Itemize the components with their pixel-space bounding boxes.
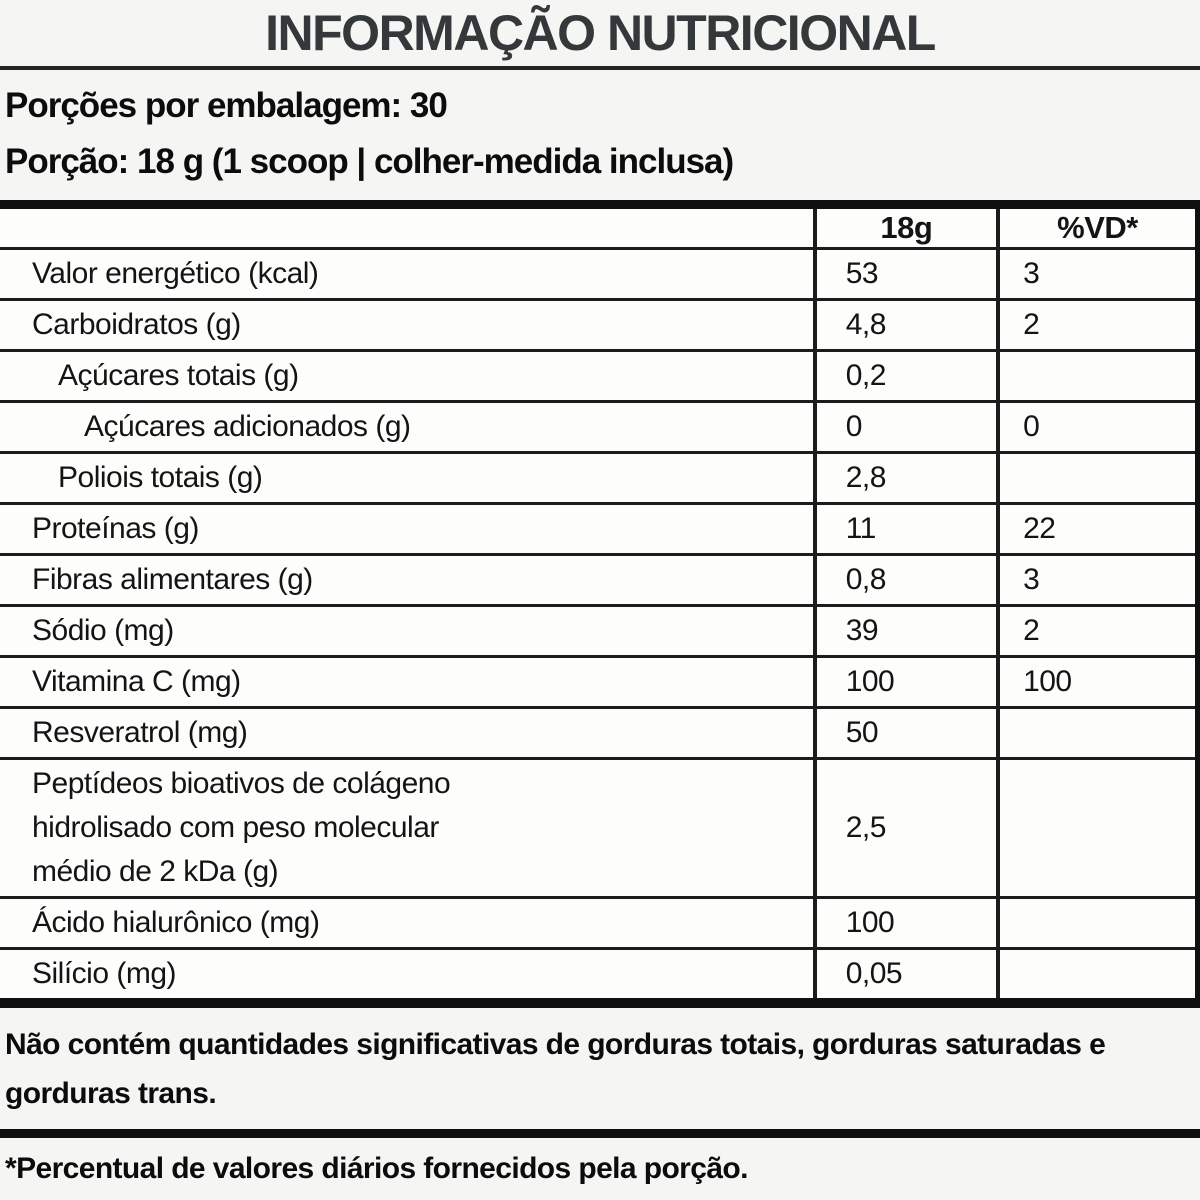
table-row: Açúcares totais (g) 0,2 (0, 349, 1198, 402)
footnote-divider (0, 1129, 1200, 1138)
no-significant-amounts-note: Não contém quantidades significativas de… (5, 1028, 1106, 1110)
table-row: Fibras alimentares (g) 0,8 3 (0, 553, 1198, 606)
table-row: Vitamina C (mg) 100 100 (0, 655, 1198, 708)
row-daily-value: 0 (996, 400, 1198, 453)
table-row: Proteínas (g) 11 22 (0, 502, 1198, 555)
row-nutrient-label: Carboidratos (g) (0, 298, 815, 351)
table-row: Poliois totais (g) 2,8 (0, 451, 1198, 504)
row-amount-value: 0,8 (812, 553, 999, 606)
row-amount-value: 0,05 (812, 947, 999, 1003)
row-amount-value: 4,8 (812, 298, 999, 351)
page-title: INFORMAÇÃO NUTRICIONAL (265, 5, 936, 61)
serving-size-text: Porção: 18 g (1 scoop | colher-medida in… (5, 142, 734, 181)
nutrition-table-body: Valor energético (kcal) 53 3 Carboidrato… (0, 247, 1198, 1003)
row-daily-value (996, 896, 1198, 949)
row-daily-value: 2 (996, 604, 1198, 657)
row-nutrient-label: Açúcares adicionados (g) (0, 400, 815, 453)
row-nutrient-label: Açúcares totais (g) (0, 349, 815, 402)
row-amount-value: 0,2 (812, 349, 999, 402)
row-daily-value (996, 706, 1198, 759)
row-daily-value: 3 (996, 553, 1198, 606)
row-nutrient-label: Poliois totais (g) (0, 451, 815, 504)
row-daily-value (996, 451, 1198, 504)
table-row: Peptídeos bioativos de colágeno hidrolis… (0, 757, 1198, 898)
table-row: Ácido hialurônico (mg) 100 (0, 896, 1198, 949)
row-daily-value: 3 (996, 247, 1198, 300)
row-nutrient-label: Vitamina C (mg) (0, 655, 815, 708)
row-amount-value: 50 (812, 706, 999, 759)
table-row: Silício (mg) 0,05 (0, 947, 1198, 1003)
row-nutrient-label: Silício (mg) (0, 947, 815, 1003)
row-nutrient-label: Valor energético (kcal) (0, 247, 815, 300)
row-amount-value: 39 (812, 604, 999, 657)
row-daily-value: 22 (996, 502, 1198, 555)
daily-values-footnote: *Percentual de valores diários fornecido… (5, 1152, 748, 1185)
row-amount-value: 100 (812, 655, 999, 708)
row-daily-value: 2 (996, 298, 1198, 351)
row-amount-value: 2,5 (812, 757, 999, 898)
table-row: Valor energético (kcal) 53 3 (0, 247, 1198, 300)
nutrition-table: 18g %VD* Valor energético (kcal) 53 3 Ca… (0, 200, 1200, 1008)
col-header-daily-value: %VD* (996, 204, 1198, 250)
row-nutrient-label: Sódio (mg) (0, 604, 815, 657)
row-nutrient-label: Ácido hialurônico (mg) (0, 896, 815, 949)
row-daily-value (996, 947, 1198, 1003)
title-divider (0, 66, 1200, 70)
row-amount-value: 2,8 (812, 451, 999, 504)
table-row: Sódio (mg) 39 2 (0, 604, 1198, 657)
row-daily-value: 100 (996, 655, 1198, 708)
row-daily-value (996, 349, 1198, 402)
row-amount-value: 11 (812, 502, 999, 555)
table-row: Carboidratos (g) 4,8 2 (0, 298, 1198, 351)
row-nutrient-label: Resveratrol (mg) (0, 706, 815, 759)
row-daily-value (996, 757, 1198, 898)
col-header-amount: 18g (812, 204, 999, 250)
row-nutrient-label: Proteínas (g) (0, 502, 815, 555)
table-row: Açúcares adicionados (g) 0 0 (0, 400, 1198, 453)
servings-per-package-text: Porções por embalagem: 30 (5, 86, 448, 125)
row-amount-value: 100 (812, 896, 999, 949)
col-header-nutrient (0, 204, 815, 250)
table-header-row: 18g %VD* (0, 204, 1198, 250)
row-amount-value: 0 (812, 400, 999, 453)
row-nutrient-label: Peptídeos bioativos de colágeno hidrolis… (0, 757, 815, 898)
row-nutrient-label: Fibras alimentares (g) (0, 553, 815, 606)
table-row: Resveratrol (mg) 50 (0, 706, 1198, 759)
row-amount-value: 53 (812, 247, 999, 300)
